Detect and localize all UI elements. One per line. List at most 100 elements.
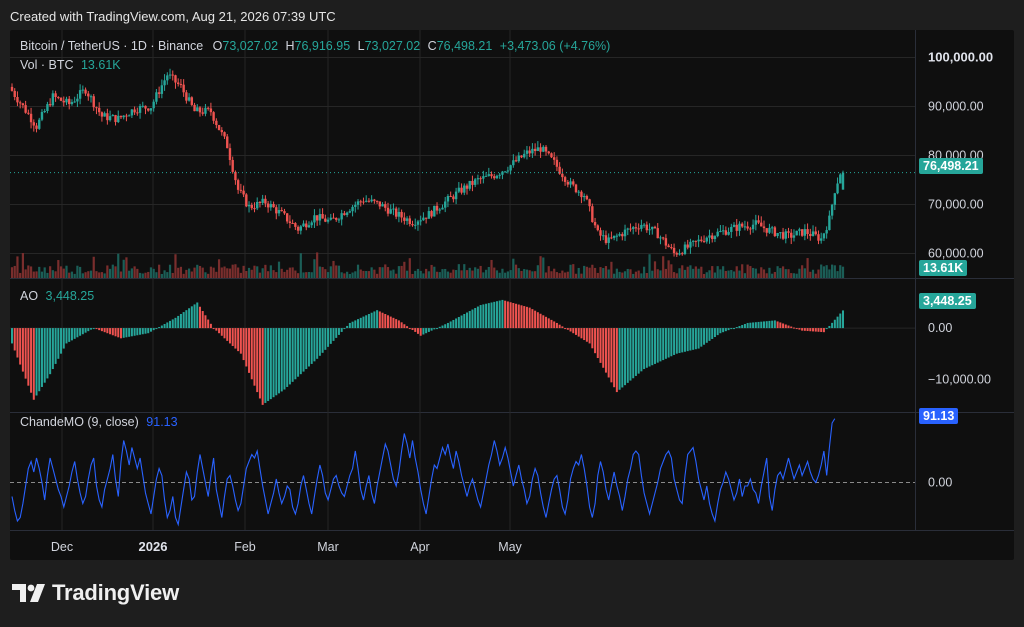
candle-body xyxy=(97,107,101,113)
volume-bar xyxy=(735,266,738,278)
ao-bar xyxy=(438,326,441,329)
ao-bar xyxy=(651,328,654,366)
volume-bar xyxy=(585,266,588,278)
candle-body xyxy=(389,209,392,214)
candle-body xyxy=(536,147,540,152)
candle-body xyxy=(566,181,570,185)
ao-bar xyxy=(327,328,330,347)
candle-body xyxy=(711,235,714,240)
ao-bar xyxy=(643,328,646,370)
ao-bar xyxy=(400,322,403,329)
candle-body xyxy=(727,231,730,235)
candle-body xyxy=(776,232,779,237)
ao-bar xyxy=(686,328,689,352)
symbol-label[interactable]: Bitcoin / TetherUS · 1D · Binance xyxy=(20,39,204,53)
candle-body xyxy=(563,177,567,182)
ao-bar xyxy=(771,320,774,329)
candle-body xyxy=(822,233,826,239)
ao-bar xyxy=(528,307,531,329)
ao-bar xyxy=(147,328,150,334)
ao-bar xyxy=(302,328,305,372)
ao-bar xyxy=(678,328,681,354)
volume-bar xyxy=(174,254,177,278)
volume-bar xyxy=(790,273,793,278)
ao-bar xyxy=(792,327,795,329)
ao-bar xyxy=(125,328,128,338)
ao-bar xyxy=(479,305,482,329)
candle-body xyxy=(29,113,33,123)
ao-bar xyxy=(466,312,469,329)
candle-body xyxy=(490,174,493,177)
ao-bar xyxy=(743,323,746,329)
candle-body xyxy=(46,104,49,111)
candle-body xyxy=(149,108,153,111)
candle-body xyxy=(449,196,452,198)
candle-body xyxy=(648,229,651,231)
volume-bar xyxy=(583,265,586,278)
candle-body xyxy=(288,221,292,224)
volume-bar xyxy=(653,261,657,278)
candle-body xyxy=(73,101,76,103)
volume-bar xyxy=(514,264,518,278)
ao-bar xyxy=(414,328,417,332)
ao-label[interactable]: AO xyxy=(20,289,39,303)
volume-bar xyxy=(280,268,283,278)
ao-bar xyxy=(226,328,229,341)
ao-bar xyxy=(139,328,142,335)
candle-body xyxy=(779,232,782,234)
ao-bar xyxy=(795,328,798,330)
ao-bar xyxy=(294,328,297,380)
volume-bar xyxy=(166,272,169,278)
ao-bar xyxy=(332,328,335,341)
ao-bar xyxy=(613,328,616,388)
volume-bar xyxy=(493,267,496,278)
volume-bar xyxy=(27,265,30,278)
volume-bar xyxy=(419,270,422,278)
volume-bar xyxy=(806,258,809,278)
chart-frame[interactable]: 100,000.00 90,000.00 80,000.00 70,000.00 60,… xyxy=(10,30,1014,560)
ao-bar xyxy=(588,328,591,344)
ao-bar xyxy=(812,328,815,332)
volume-label[interactable]: Vol · BTC xyxy=(20,58,74,72)
ao-bar xyxy=(645,328,648,368)
candle-body xyxy=(825,230,828,234)
candle-body xyxy=(528,150,531,154)
volume-bar xyxy=(814,273,817,278)
volume-bar xyxy=(21,253,24,278)
candle-body xyxy=(108,116,112,121)
volume-bar xyxy=(692,268,695,278)
candle-body xyxy=(740,223,744,227)
volume-bar xyxy=(468,267,471,278)
volume-bar xyxy=(46,272,49,278)
chart-canvas[interactable]: 100,000.0090,000.0080,000.0070,000.0060,… xyxy=(10,30,1014,560)
ao-bar xyxy=(662,328,665,361)
candle-body xyxy=(806,229,809,234)
change-value: +3,473.06 (+4.76%) xyxy=(499,39,611,53)
candle-body xyxy=(661,237,665,239)
candle-body xyxy=(147,108,150,111)
tradingview-brand[interactable]: TradingView xyxy=(12,580,179,606)
volume-bar xyxy=(13,265,16,278)
candle-body xyxy=(765,228,768,233)
ao-bar xyxy=(160,325,163,329)
volume-bar xyxy=(400,265,403,278)
chande-label[interactable]: ChandeMO (9, close) xyxy=(20,415,139,429)
candle-body xyxy=(18,102,22,104)
volume-bar xyxy=(65,265,68,278)
ao-bar xyxy=(558,324,561,329)
volume-bar xyxy=(438,272,441,278)
volume-bar xyxy=(626,268,629,278)
volume-bar xyxy=(343,273,346,278)
candle-body xyxy=(280,210,283,212)
ao-bar xyxy=(768,320,771,329)
ao-bar xyxy=(90,328,93,330)
volume-bar xyxy=(754,268,757,278)
ao-bar xyxy=(790,326,793,329)
candle-body xyxy=(394,208,398,217)
volume-bar xyxy=(190,271,193,278)
candle-body xyxy=(239,189,243,191)
candle-body xyxy=(277,210,281,214)
ao-bar xyxy=(719,328,722,334)
volume-bar xyxy=(79,266,82,278)
candle-body xyxy=(95,107,98,109)
